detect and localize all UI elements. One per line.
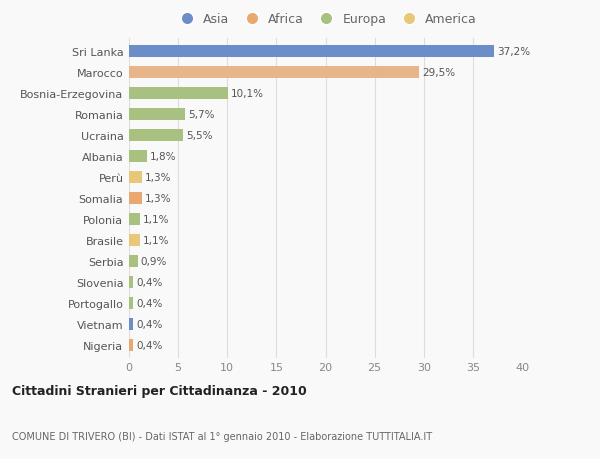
Legend: Asia, Africa, Europa, America: Asia, Africa, Europa, America xyxy=(174,13,477,26)
Bar xyxy=(129,46,494,57)
Bar xyxy=(129,193,142,204)
Bar xyxy=(129,67,419,78)
Bar xyxy=(129,172,142,183)
Text: 1,3%: 1,3% xyxy=(145,194,171,203)
Bar xyxy=(129,298,133,309)
Text: 5,7%: 5,7% xyxy=(188,110,214,119)
Text: 0,4%: 0,4% xyxy=(136,319,162,330)
Bar xyxy=(129,88,228,99)
Text: 10,1%: 10,1% xyxy=(231,89,264,99)
Text: 1,1%: 1,1% xyxy=(143,214,169,224)
Bar xyxy=(129,214,140,225)
Bar xyxy=(129,109,185,120)
Text: 1,3%: 1,3% xyxy=(145,173,171,183)
Text: 0,4%: 0,4% xyxy=(136,278,162,287)
Bar xyxy=(129,256,138,267)
Text: 5,5%: 5,5% xyxy=(186,130,212,140)
Text: COMUNE DI TRIVERO (BI) - Dati ISTAT al 1° gennaio 2010 - Elaborazione TUTTITALIA: COMUNE DI TRIVERO (BI) - Dati ISTAT al 1… xyxy=(12,431,432,441)
Bar xyxy=(129,340,133,351)
Bar xyxy=(129,319,133,330)
Text: 37,2%: 37,2% xyxy=(497,47,530,56)
Text: 0,4%: 0,4% xyxy=(136,341,162,350)
Text: 0,4%: 0,4% xyxy=(136,298,162,308)
Text: 1,1%: 1,1% xyxy=(143,235,169,246)
Bar xyxy=(129,151,146,162)
Text: 1,8%: 1,8% xyxy=(149,151,176,162)
Bar xyxy=(129,130,183,141)
Text: Cittadini Stranieri per Cittadinanza - 2010: Cittadini Stranieri per Cittadinanza - 2… xyxy=(12,384,307,397)
Text: 0,9%: 0,9% xyxy=(141,257,167,267)
Bar xyxy=(129,235,140,246)
Bar xyxy=(129,277,133,288)
Text: 29,5%: 29,5% xyxy=(422,67,455,78)
